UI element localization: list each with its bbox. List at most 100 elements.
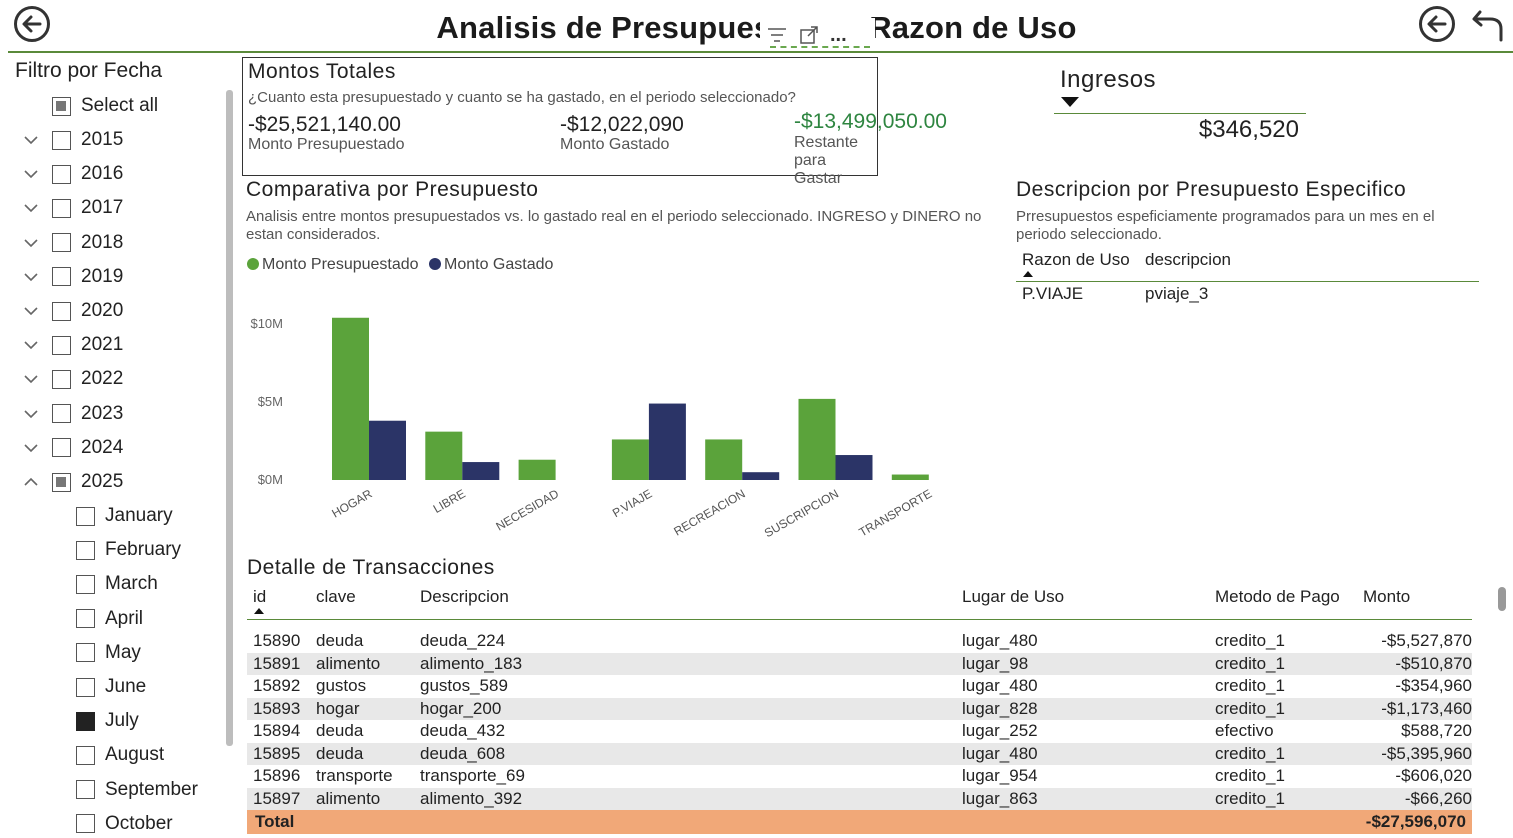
bar-recreacion-presupuestado[interactable] bbox=[705, 439, 743, 480]
slicer-year-2025[interactable]: 2025 bbox=[24, 467, 123, 497]
checkbox[interactable] bbox=[76, 814, 95, 834]
slicer-year-2016[interactable]: 2016 bbox=[24, 159, 123, 189]
legend-item-presupuestado[interactable]: Monto Presupuestado bbox=[247, 256, 419, 273]
bar-recreacion-gastado[interactable] bbox=[742, 472, 780, 480]
slicer-item-label: 2019 bbox=[81, 265, 124, 287]
table-row[interactable]: 15894 deuda deuda_432 lugar_252 efectivo $588… bbox=[247, 720, 1472, 743]
chevron-down-icon[interactable] bbox=[24, 306, 38, 316]
chevron-down-icon[interactable] bbox=[24, 135, 38, 145]
slicer-month-september[interactable]: September bbox=[76, 775, 198, 805]
bar-libre-gastado[interactable] bbox=[462, 462, 500, 480]
table-row[interactable]: 15891 alimento alimento_183 lugar_98 credito… bbox=[247, 652, 1472, 675]
bar-p.viaje-gastado[interactable] bbox=[648, 403, 686, 480]
slicer-month-july[interactable]: July bbox=[76, 706, 139, 736]
focus-mode-icon[interactable] bbox=[798, 24, 820, 46]
slicer-select-all[interactable]: Select all bbox=[52, 91, 158, 121]
checkbox[interactable] bbox=[52, 96, 71, 116]
bar-p.viaje-presupuestado[interactable] bbox=[611, 439, 649, 480]
chevron-down-icon[interactable] bbox=[24, 203, 38, 213]
slicer-item-label: 2022 bbox=[81, 368, 124, 390]
slicer-year-2023[interactable]: 2023 bbox=[24, 399, 123, 429]
slicer-year-2021[interactable]: 2021 bbox=[24, 330, 123, 360]
caret-down-icon[interactable] bbox=[1060, 96, 1080, 108]
descripcion-col-descripcion[interactable]: descripcion bbox=[1145, 250, 1231, 269]
slicer-month-may[interactable]: May bbox=[76, 638, 141, 668]
table-row[interactable]: 15895 deuda deuda_608 lugar_480 credito_1 -$5… bbox=[247, 742, 1472, 765]
slicer-month-january[interactable]: January bbox=[76, 501, 173, 531]
chevron-down-icon[interactable] bbox=[24, 340, 38, 350]
checkbox[interactable] bbox=[52, 335, 71, 355]
checkbox[interactable] bbox=[52, 233, 71, 253]
checkbox[interactable] bbox=[52, 164, 71, 184]
slicer-year-2022[interactable]: 2022 bbox=[24, 364, 124, 394]
bar-suscripcion-gastado[interactable] bbox=[835, 455, 873, 480]
bar-hogar-presupuestado[interactable] bbox=[332, 317, 369, 480]
chevron-down-icon[interactable] bbox=[24, 169, 38, 179]
table-row[interactable]: 15892 gustos gustos_589 lugar_480 credito_1 -… bbox=[247, 675, 1472, 698]
table-row[interactable]: 15893 hogar hogar_200 lugar_828 credito_1 -$1… bbox=[247, 697, 1472, 720]
checkbox[interactable] bbox=[76, 745, 95, 765]
slicer-month-february[interactable]: February bbox=[76, 535, 181, 565]
slicer-year-2019[interactable]: 2019 bbox=[24, 262, 124, 292]
slicer-month-june[interactable]: June bbox=[76, 672, 146, 702]
slicer-month-march[interactable]: March bbox=[76, 569, 158, 599]
col-header-clave[interactable]: clave bbox=[316, 587, 356, 606]
col-header-monto[interactable]: Monto bbox=[1363, 587, 1411, 606]
checkbox[interactable] bbox=[76, 643, 95, 663]
back-button[interactable] bbox=[14, 6, 50, 42]
slicer-year-2018[interactable]: 2018 bbox=[24, 228, 123, 258]
checkbox[interactable] bbox=[76, 540, 95, 560]
bar-necesidad-presupuestado[interactable] bbox=[518, 459, 556, 480]
checkbox[interactable] bbox=[52, 301, 71, 321]
bar-hogar-gastado[interactable] bbox=[369, 420, 406, 480]
gastado-label: Monto Gastado bbox=[560, 136, 670, 153]
checkbox[interactable] bbox=[76, 711, 95, 731]
checkbox[interactable] bbox=[52, 267, 71, 287]
slicer-scrollbar[interactable] bbox=[226, 90, 233, 746]
page-scrollbar[interactable] bbox=[1498, 587, 1506, 611]
undo-icon[interactable] bbox=[1470, 6, 1506, 42]
descripcion-col-razon[interactable]: Razon de Uso bbox=[1022, 250, 1130, 269]
chevron-down-icon[interactable] bbox=[24, 409, 38, 419]
transacciones-title: Detalle de Transacciones bbox=[247, 556, 495, 579]
checkbox[interactable] bbox=[52, 404, 71, 424]
slicer-month-august[interactable]: August bbox=[76, 740, 164, 770]
slicer-year-2017[interactable]: 2017 bbox=[24, 193, 123, 223]
checkbox[interactable] bbox=[76, 780, 95, 800]
col-header-id[interactable]: id bbox=[253, 587, 267, 606]
chevron-down-icon[interactable] bbox=[24, 374, 38, 384]
back-button-right[interactable] bbox=[1419, 6, 1455, 42]
checkbox[interactable] bbox=[52, 198, 71, 218]
slicer-year-2024[interactable]: 2024 bbox=[24, 433, 123, 463]
checkbox[interactable] bbox=[76, 574, 95, 594]
legend-item-gastado[interactable]: Monto Gastado bbox=[429, 256, 553, 273]
cell-clave: deuda bbox=[316, 631, 364, 650]
checkbox[interactable] bbox=[52, 472, 71, 492]
checkbox[interactable] bbox=[76, 506, 95, 526]
cell-monto: -$606,020 bbox=[1395, 766, 1472, 785]
checkbox[interactable] bbox=[52, 130, 71, 150]
chevron-down-icon[interactable] bbox=[24, 238, 38, 248]
checkbox[interactable] bbox=[76, 677, 95, 697]
checkbox[interactable] bbox=[52, 438, 71, 458]
col-header-metodo[interactable]: Metodo de Pago bbox=[1215, 587, 1340, 606]
chevron-down-icon[interactable] bbox=[24, 443, 38, 453]
slicer-month-october[interactable]: October bbox=[76, 809, 173, 838]
filter-icon[interactable] bbox=[766, 25, 788, 45]
more-options-button[interactable]: ... bbox=[830, 23, 847, 46]
table-row[interactable]: 15890 deuda deuda_224 lugar_480 credito_1 -$5… bbox=[247, 630, 1472, 653]
col-header-lugar[interactable]: Lugar de Uso bbox=[962, 587, 1065, 606]
slicer-month-april[interactable]: April bbox=[76, 604, 143, 634]
bar-libre-presupuestado[interactable] bbox=[425, 431, 463, 480]
chevron-up-icon[interactable] bbox=[24, 477, 38, 487]
checkbox[interactable] bbox=[76, 609, 95, 629]
table-row[interactable]: 15896 transporte transporte_69 lugar_954 cre… bbox=[247, 765, 1472, 788]
table-row[interactable]: 15897 alimento alimento_392 lugar_863 credit… bbox=[247, 787, 1472, 810]
col-header-descripcion[interactable]: Descripcion bbox=[420, 587, 509, 606]
slicer-year-2015[interactable]: 2015 bbox=[24, 125, 123, 155]
slicer-year-2020[interactable]: 2020 bbox=[24, 296, 123, 326]
chevron-down-icon[interactable] bbox=[24, 272, 38, 282]
bar-suscripcion-presupuestado[interactable] bbox=[798, 398, 836, 480]
checkbox[interactable] bbox=[52, 369, 71, 389]
bar-transporte-presupuestado[interactable] bbox=[891, 474, 929, 480]
